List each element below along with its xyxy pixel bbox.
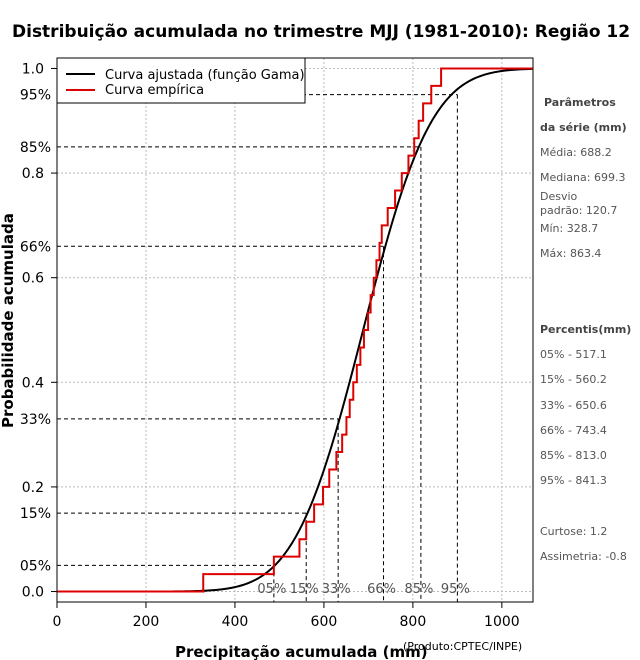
percentis-heading: Percentis(mm) — [540, 323, 631, 336]
axes: 0 200 400 600 800 1000 0.0 0.2 0.4 0.6 0.8 1.0 — [22, 61, 520, 630]
stat-desvio-1: Desvio — [540, 190, 578, 203]
legend-label-fitted: Curva ajustada (função Gama) — [105, 68, 305, 83]
stat-max: Máx: 863.4 — [540, 247, 601, 260]
percentile-x-label: 95% — [441, 582, 470, 597]
stat-assimetria: Assimetria: -0.8 — [540, 550, 627, 563]
legend: Curva ajustada (função Gama) Curva empír… — [56, 57, 306, 104]
side-panel: Parâmetros da série (mm) Média: 688.2 Me… — [540, 96, 631, 563]
percentile-x-label: 33% — [322, 582, 351, 597]
y-tick-label: 0.4 — [22, 375, 44, 391]
stat-curtose: Curtose: 1.2 — [540, 525, 607, 538]
percentile-x-label: 15% — [290, 582, 319, 597]
percentil-85: 85% - 813.0 — [540, 449, 607, 462]
params-heading-2: da série (mm) — [540, 121, 627, 134]
percentile-y-label: 15% — [20, 506, 51, 522]
empirical-curve-line — [57, 67, 533, 594]
grid — [56, 58, 533, 602]
x-tick-label: 1000 — [484, 614, 520, 630]
x-tick-label: 400 — [222, 614, 249, 630]
percentile-x-label: 85% — [404, 582, 433, 597]
credit-text: (Produto:CPTEC/INPE) — [403, 640, 522, 653]
percentil-33: 33% - 650.6 — [540, 399, 607, 412]
legend-label-empirical: Curva empírica — [105, 83, 204, 98]
params-heading-1: Parâmetros — [544, 96, 616, 109]
percentile-y-label: 05% — [20, 558, 51, 574]
y-tick-label: 1.0 — [22, 61, 44, 77]
percentil-15: 15% - 560.2 — [540, 373, 607, 386]
curves — [57, 67, 533, 594]
percentil-05: 05% - 517.1 — [540, 348, 607, 361]
stat-min: Mín: 328.7 — [540, 222, 598, 235]
legend-box — [56, 57, 306, 104]
percentile-x-label: 66% — [367, 582, 396, 597]
x-axis-title: Precipitação acumulada (mm) — [175, 643, 428, 660]
percentile-y-label: 33% — [20, 412, 51, 428]
y-axis-title: Probabilidade acumulada — [0, 213, 17, 428]
plot-frame — [56, 57, 534, 603]
y-tick-label: 0.2 — [22, 480, 44, 496]
stat-mediana: Mediana: 699.3 — [540, 171, 625, 184]
y-tick-label: 0.6 — [22, 271, 44, 287]
y-tick-label: 0.8 — [22, 166, 44, 182]
x-tick-label: 600 — [311, 614, 338, 630]
chart-title: Distribuição acumulada no trimestre MJJ … — [12, 22, 630, 42]
y-tick-label: 0.0 — [22, 585, 44, 601]
percentile-y-label: 66% — [20, 239, 51, 255]
percentile-lines: 05%05%15%15%33%33%66%66%85%85%95%95% — [20, 88, 470, 602]
stat-desvio-2: padrão: 120.7 — [540, 204, 617, 217]
stat-media: Média: 688.2 — [540, 146, 612, 159]
x-tick-label: 800 — [400, 614, 427, 630]
percentile-y-label: 95% — [20, 88, 51, 104]
x-tick-label: 0 — [53, 614, 62, 630]
percentil-66: 66% - 743.4 — [540, 424, 607, 437]
percentil-95: 95% - 841.3 — [540, 474, 607, 487]
percentile-y-label: 85% — [20, 140, 51, 156]
percentile-x-label: 05% — [257, 582, 286, 597]
x-tick-label: 200 — [133, 614, 160, 630]
